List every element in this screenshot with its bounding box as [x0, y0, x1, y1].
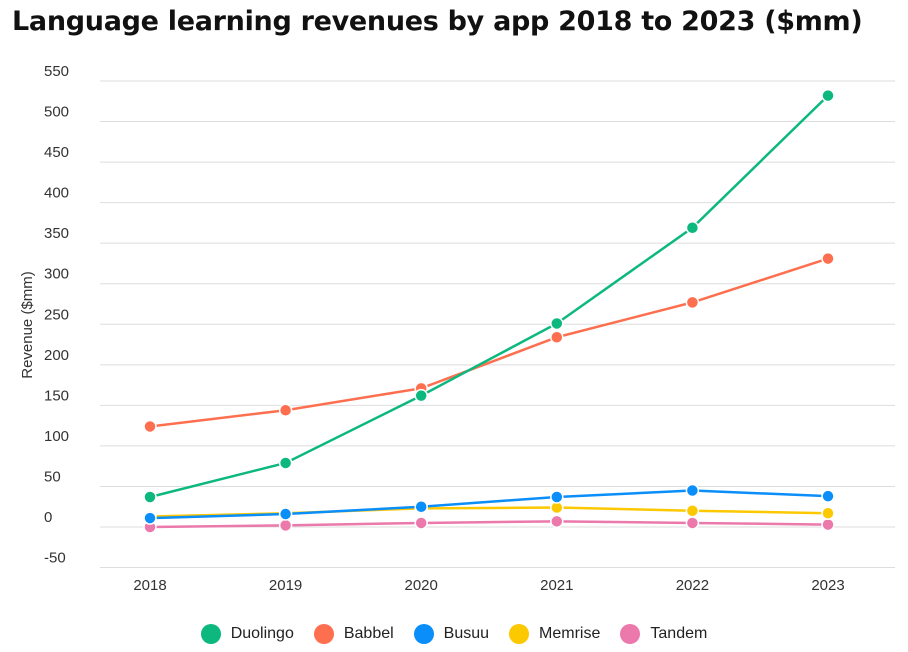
y-tick-label: 400 — [44, 185, 69, 202]
data-point[interactable] — [414, 516, 428, 530]
y-tick-label: 300 — [44, 266, 69, 283]
y-tick-label: 200 — [44, 347, 69, 364]
legend-swatch — [413, 624, 434, 644]
legend-label: Busuu — [443, 625, 490, 642]
chart-title: Language learning revenues by app 2018 t… — [12, 6, 863, 37]
legend-item-memrise[interactable]: Memrise — [509, 624, 600, 644]
series-duolingo — [143, 88, 835, 504]
series-babbel — [143, 251, 835, 434]
y-tick-label: 150 — [44, 387, 69, 404]
x-tick-label: 2023 — [811, 577, 844, 594]
data-point[interactable] — [685, 483, 700, 498]
series-line — [149, 520, 829, 529]
legend-label: Memrise — [539, 625, 601, 642]
legend: Duolingo Babbel Busuu Memrise Tandem — [0, 624, 908, 644]
data-point[interactable] — [143, 511, 157, 525]
y-tick-label: -50 — [44, 550, 66, 567]
data-point[interactable] — [821, 251, 835, 266]
y-axis-label: Revenue ($mm) — [19, 271, 36, 379]
y-tick-label: 100 — [44, 428, 69, 445]
data-point[interactable] — [550, 316, 564, 331]
legend-item-duolingo[interactable]: Duolingo — [200, 624, 294, 644]
data-point[interactable] — [821, 517, 835, 532]
y-tick-label: 450 — [44, 144, 69, 161]
data-point[interactable] — [414, 388, 428, 403]
data-point[interactable] — [550, 330, 564, 344]
legend-item-busuu[interactable]: Busuu — [413, 624, 490, 644]
data-point[interactable] — [821, 489, 835, 503]
legend-swatch — [620, 624, 641, 644]
legend-item-tandem[interactable]: Tandem — [620, 624, 707, 644]
y-tick-label: 550 — [44, 63, 69, 80]
y-tick-label: 500 — [44, 104, 69, 121]
x-tick-label: 2018 — [133, 577, 166, 594]
series-line — [149, 257, 829, 428]
legend-label: Babbel — [343, 625, 394, 642]
x-tick-label: 2021 — [540, 577, 573, 594]
data-point[interactable] — [685, 504, 700, 518]
legend-swatch — [313, 624, 334, 644]
data-point[interactable] — [143, 490, 157, 504]
data-point[interactable] — [685, 221, 700, 235]
series-busuu — [143, 483, 835, 525]
data-point[interactable] — [685, 295, 700, 310]
series-memrise — [143, 500, 835, 524]
data-point[interactable] — [414, 499, 428, 514]
data-point[interactable] — [821, 88, 835, 103]
x-tick-label: 2020 — [405, 577, 438, 594]
data-point[interactable] — [821, 506, 835, 520]
series-line — [149, 94, 829, 499]
data-point[interactable] — [550, 514, 564, 529]
legend-item-babbel[interactable]: Babbel — [313, 624, 394, 644]
data-point[interactable] — [550, 490, 564, 504]
data-point[interactable] — [278, 403, 293, 417]
data-point[interactable] — [278, 518, 293, 533]
y-tick-label: 0 — [44, 509, 52, 526]
y-tick-label: 50 — [44, 468, 61, 485]
data-point[interactable] — [278, 507, 293, 521]
data-point[interactable] — [278, 456, 293, 470]
x-tick-label: 2019 — [269, 577, 302, 594]
x-tick-label: 2022 — [676, 577, 709, 594]
data-point[interactable] — [143, 419, 157, 434]
y-tick-label: 350 — [44, 225, 69, 242]
data-point[interactable] — [685, 516, 700, 530]
y-tick-label: 250 — [44, 306, 69, 323]
legend-label: Tandem — [650, 625, 708, 642]
legend-label: Duolingo — [230, 625, 294, 642]
legend-swatch — [200, 624, 221, 644]
series-tandem — [143, 514, 835, 534]
legend-swatch — [509, 624, 530, 644]
series-line — [149, 489, 829, 520]
